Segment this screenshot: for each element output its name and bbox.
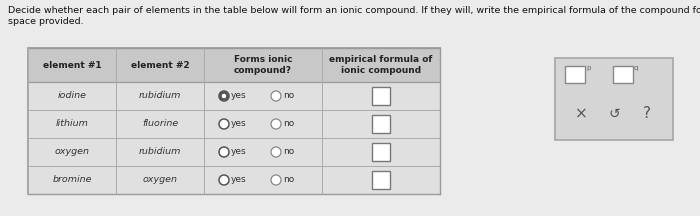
- Circle shape: [271, 147, 281, 157]
- FancyBboxPatch shape: [372, 115, 390, 133]
- Text: yes: yes: [231, 92, 246, 100]
- FancyBboxPatch shape: [28, 48, 440, 82]
- Text: element #1: element #1: [43, 60, 102, 70]
- Text: empirical formula of
ionic compound: empirical formula of ionic compound: [329, 55, 433, 75]
- Text: iodine: iodine: [57, 92, 87, 100]
- Text: no: no: [283, 119, 294, 129]
- Circle shape: [271, 119, 281, 129]
- Text: element #2: element #2: [131, 60, 189, 70]
- FancyBboxPatch shape: [28, 166, 440, 194]
- Circle shape: [271, 175, 281, 185]
- FancyBboxPatch shape: [28, 110, 440, 138]
- Text: ×: ×: [575, 106, 588, 121]
- Text: yes: yes: [231, 175, 246, 184]
- FancyBboxPatch shape: [28, 138, 440, 166]
- FancyBboxPatch shape: [565, 66, 585, 83]
- Text: Forms ionic
compound?: Forms ionic compound?: [234, 55, 293, 75]
- Text: no: no: [283, 92, 294, 100]
- Text: lithium: lithium: [55, 119, 88, 129]
- Text: bromine: bromine: [52, 175, 92, 184]
- FancyBboxPatch shape: [555, 58, 673, 140]
- FancyBboxPatch shape: [613, 66, 633, 83]
- FancyBboxPatch shape: [372, 143, 390, 161]
- Text: q: q: [634, 65, 638, 71]
- Circle shape: [219, 119, 229, 129]
- Text: rubidium: rubidium: [139, 92, 181, 100]
- Circle shape: [222, 94, 226, 98]
- Text: ↺: ↺: [608, 107, 620, 121]
- Circle shape: [219, 147, 229, 157]
- Text: space provided.: space provided.: [8, 17, 83, 26]
- Text: Decide whether each pair of elements in the table below will form an ionic compo: Decide whether each pair of elements in …: [8, 6, 700, 15]
- Text: yes: yes: [231, 119, 246, 129]
- Text: ?: ?: [643, 106, 650, 121]
- Text: rubidium: rubidium: [139, 148, 181, 157]
- Circle shape: [219, 175, 229, 185]
- Text: oxygen: oxygen: [55, 148, 90, 157]
- Text: no: no: [283, 175, 294, 184]
- Text: fluorine: fluorine: [142, 119, 178, 129]
- Text: oxygen: oxygen: [143, 175, 178, 184]
- Text: p: p: [586, 65, 590, 71]
- FancyBboxPatch shape: [28, 82, 440, 110]
- FancyBboxPatch shape: [372, 87, 390, 105]
- Circle shape: [271, 91, 281, 101]
- Circle shape: [219, 91, 229, 101]
- Text: no: no: [283, 148, 294, 157]
- FancyBboxPatch shape: [28, 48, 440, 194]
- Text: yes: yes: [231, 148, 246, 157]
- FancyBboxPatch shape: [372, 171, 390, 189]
